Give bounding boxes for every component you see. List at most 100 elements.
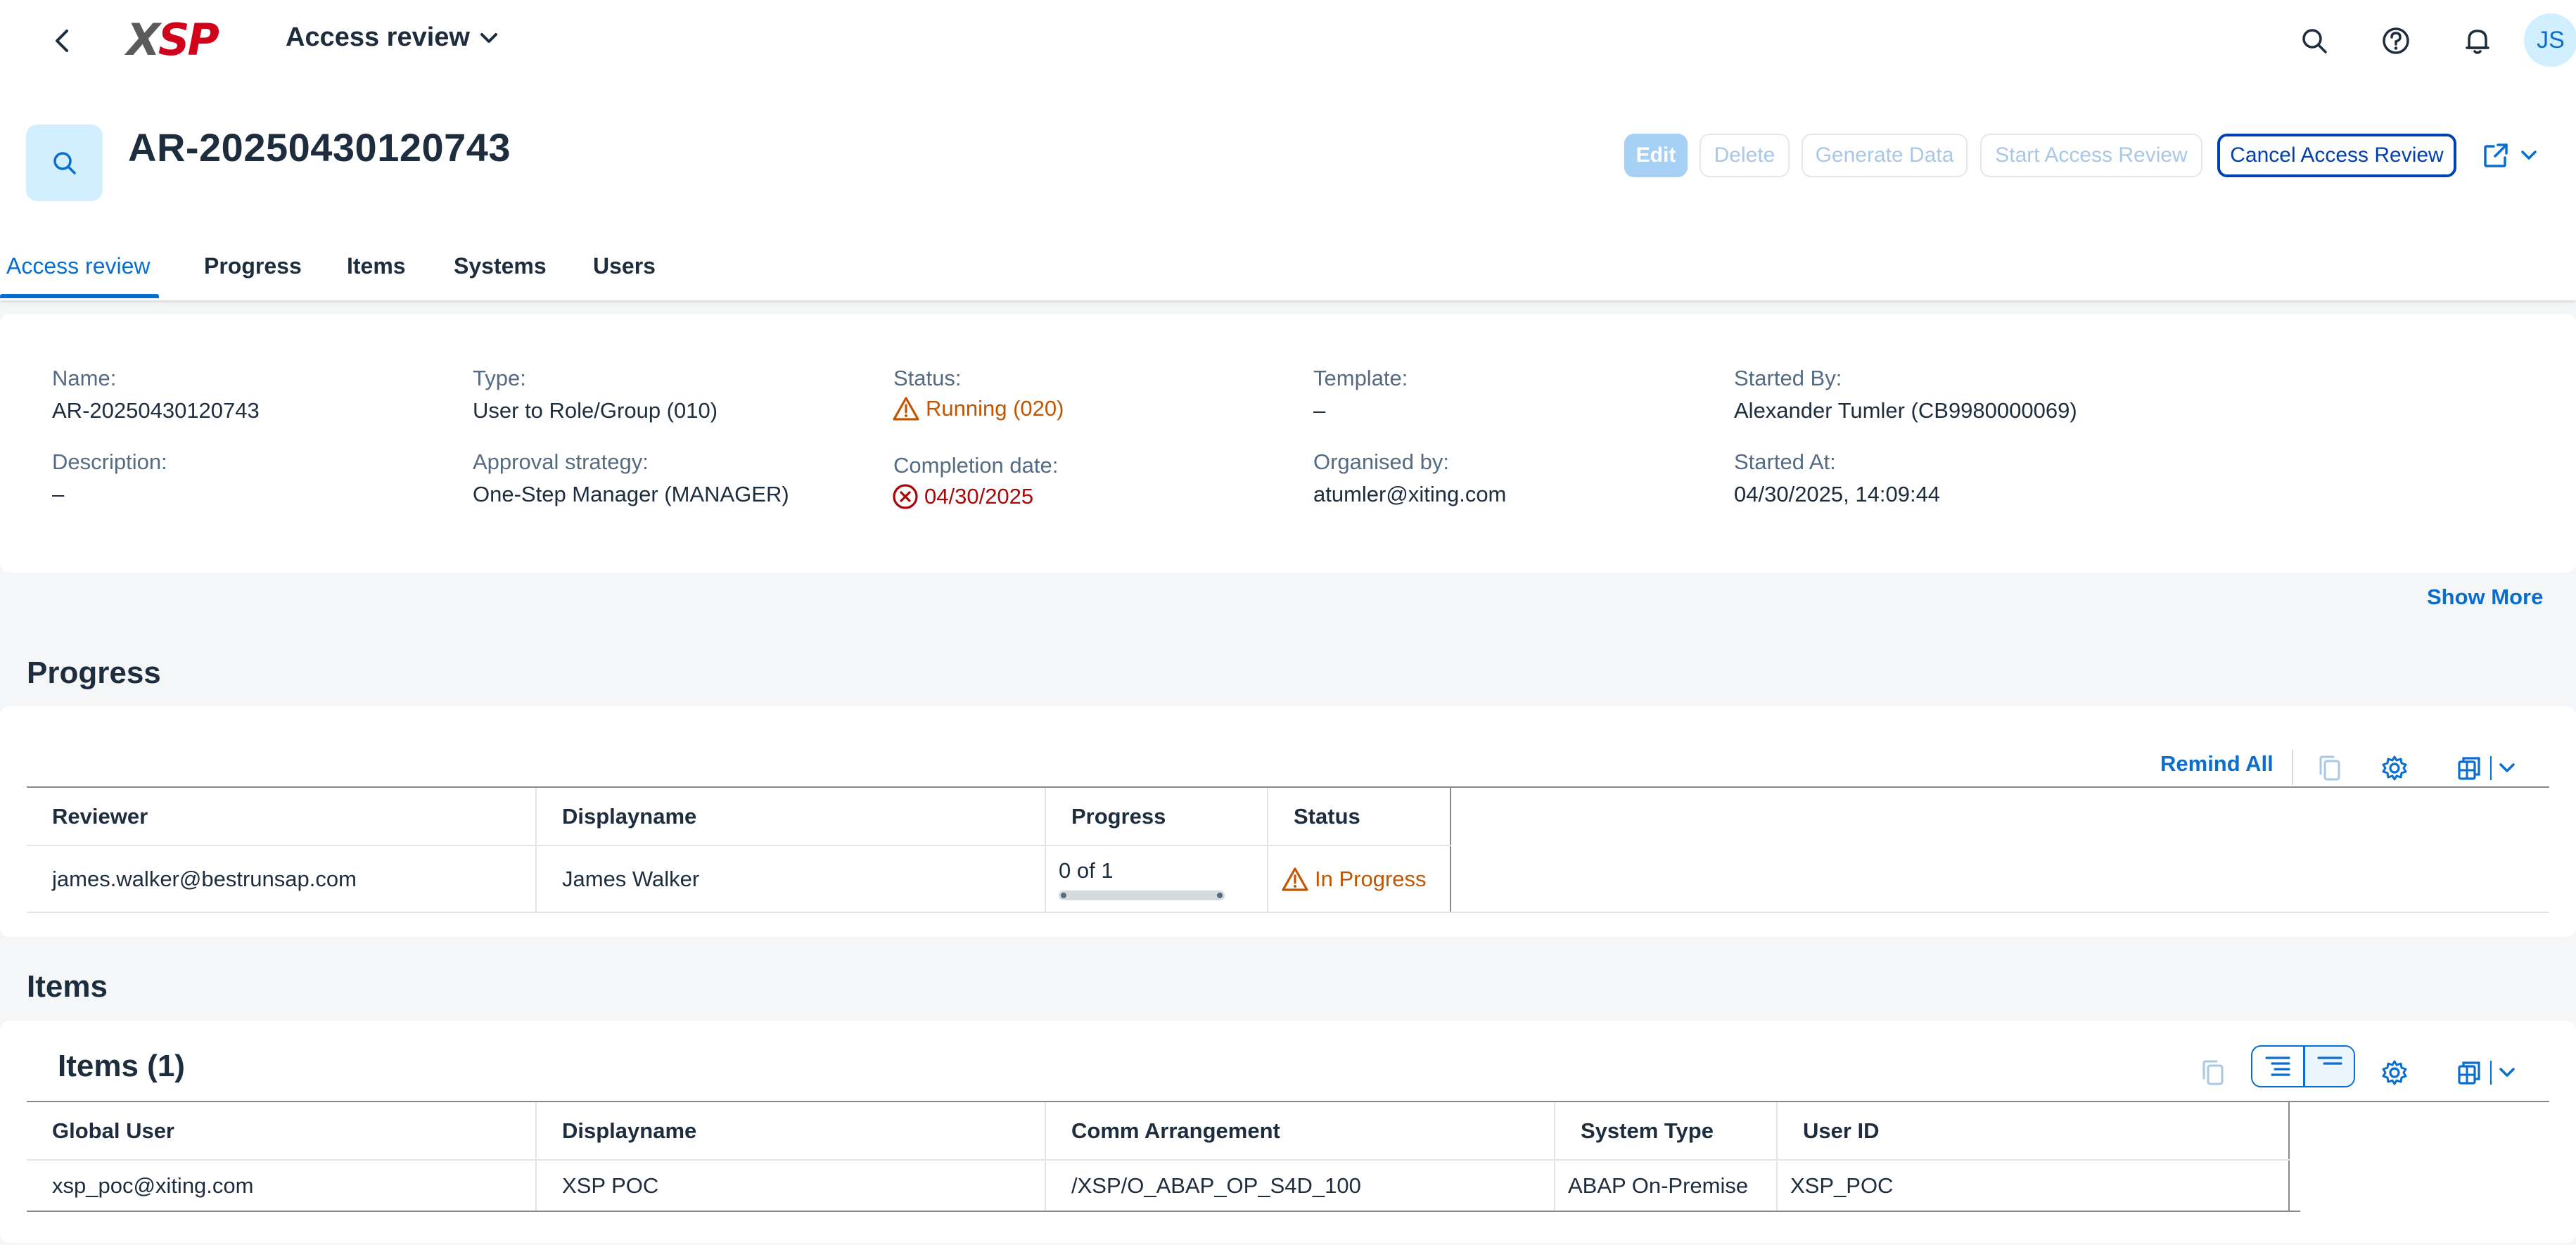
- chevron-down-icon: [480, 32, 497, 43]
- gear-icon: [2382, 1060, 2407, 1085]
- displayname-cell: XSP POC: [536, 1160, 1046, 1211]
- export-menu-button[interactable]: [2441, 1053, 2531, 1092]
- started-by-label: Started By:: [1734, 366, 1842, 390]
- collapse-all-icon: [2316, 1056, 2342, 1065]
- share-icon: [2484, 143, 2508, 167]
- column-header-system-type[interactable]: System Type: [1555, 1102, 1778, 1161]
- column-header-displayname[interactable]: Displayname: [536, 788, 1046, 846]
- shell-bar: XSP Access review JS: [0, 0, 2576, 81]
- warning-icon: [893, 397, 919, 421]
- completion-date-value: 04/30/2025: [892, 483, 1033, 510]
- collapse-all-button[interactable]: [2303, 1047, 2354, 1086]
- progress-text: 0 of 1: [1059, 857, 1114, 883]
- progress-card: Remind All Reviewer Displayname Progress…: [0, 706, 2576, 937]
- tab-items[interactable]: Items: [347, 253, 406, 279]
- completion-date-label: Completion date:: [893, 453, 1059, 478]
- export-menu-button[interactable]: [2441, 748, 2531, 788]
- share-menu-button[interactable]: [2475, 135, 2545, 176]
- tab-systems[interactable]: Systems: [454, 253, 547, 279]
- export-icon: [2458, 1061, 2480, 1085]
- approval-strategy-value: One-Step Manager (MANAGER): [473, 482, 789, 506]
- column-header-global-user[interactable]: Global User: [27, 1102, 537, 1161]
- tab-users[interactable]: Users: [593, 253, 656, 279]
- help-icon: [2383, 27, 2409, 54]
- search-icon: [53, 151, 76, 174]
- user-id-cell: XSP_POC: [1777, 1160, 2290, 1211]
- chevron-down-icon: [2499, 763, 2515, 772]
- organised-by-value: atumler@xiting.com: [1313, 482, 1507, 506]
- status-text: Running (020): [926, 396, 1064, 421]
- gear-icon: [2382, 755, 2407, 781]
- general-info-panel: Name: AR-20250430120743 Description: – T…: [0, 314, 2576, 573]
- status-indicator: In Progress: [1281, 867, 1450, 892]
- name-label: Name:: [52, 366, 117, 390]
- tab-access-review[interactable]: Access review: [6, 253, 151, 279]
- start-access-review-button[interactable]: Start Access Review: [1980, 134, 2202, 177]
- displayname-cell: James Walker: [536, 845, 1046, 912]
- notifications-button[interactable]: [2459, 23, 2496, 59]
- copy-icon: [2319, 755, 2340, 781]
- items-section-title: Items: [27, 969, 108, 1004]
- settings-button[interactable]: [2378, 1053, 2411, 1092]
- system-type-cell: ABAP On-Premise: [1555, 1160, 1778, 1211]
- chevron-down-icon: [2499, 1068, 2515, 1077]
- export-icon: [2458, 757, 2480, 780]
- column-header-displayname[interactable]: Displayname: [536, 1102, 1046, 1161]
- name-value: AR-20250430120743: [52, 398, 260, 423]
- started-by-value: Alexander Tumler (CB9980000069): [1734, 398, 2077, 423]
- template-value: –: [1313, 398, 1326, 423]
- chevron-down-icon: [2521, 151, 2537, 160]
- status-value: Running (020): [892, 396, 1064, 421]
- table-top-border: [27, 786, 2549, 788]
- user-avatar[interactable]: JS: [2524, 13, 2576, 67]
- tab-progress[interactable]: Progress: [204, 253, 302, 279]
- search-button[interactable]: [2296, 23, 2333, 59]
- type-value: User to Role/Group (010): [473, 398, 718, 423]
- column-header-reviewer[interactable]: Reviewer: [27, 788, 537, 846]
- column-header-user-id[interactable]: User ID: [1777, 1102, 2290, 1161]
- remind-all-button[interactable]: Remind All: [2160, 751, 2274, 776]
- back-button[interactable]: [46, 23, 77, 59]
- approval-strategy-label: Approval strategy:: [473, 449, 649, 474]
- progress-bar: [1059, 890, 1225, 900]
- bell-icon: [2466, 30, 2489, 54]
- status-cell: In Progress: [1268, 845, 1451, 912]
- copy-button[interactable]: [2198, 1053, 2229, 1092]
- app-title-menu[interactable]: Access review: [286, 23, 498, 53]
- warning-icon: [1282, 867, 1308, 891]
- status-label: Status:: [893, 366, 962, 390]
- table-row[interactable]: james.walker@bestrunsap.com James Walker…: [27, 845, 1451, 912]
- edit-button[interactable]: Edit: [1624, 134, 1688, 177]
- settings-button[interactable]: [2378, 748, 2411, 788]
- delete-button[interactable]: Delete: [1700, 134, 1790, 177]
- error-icon: [893, 484, 918, 509]
- help-button[interactable]: [2378, 23, 2414, 59]
- global-user-cell: xsp_poc@xiting.com: [27, 1160, 537, 1211]
- expand-collapse-toggle[interactable]: [2251, 1045, 2355, 1087]
- expand-all-button[interactable]: [2252, 1047, 2303, 1086]
- organised-by-label: Organised by:: [1313, 449, 1449, 474]
- copy-icon: [2202, 1060, 2224, 1085]
- description-value: –: [52, 482, 65, 506]
- column-header-progress[interactable]: Progress: [1045, 788, 1268, 846]
- copy-button[interactable]: [2314, 748, 2345, 788]
- xsp-logo[interactable]: XSP: [127, 14, 219, 65]
- table-row[interactable]: xsp_poc@xiting.com XSP POC /XSP/O_ABAP_O…: [27, 1160, 2290, 1211]
- expand-all-icon: [2265, 1056, 2290, 1076]
- object-page-header: AR-20250430120743 Edit Delete Generate D…: [0, 81, 2576, 300]
- status-text: In Progress: [1315, 866, 1427, 891]
- column-header-comm-arrangement[interactable]: Comm Arrangement: [1045, 1102, 1555, 1161]
- table-header-row: Global User Displayname Comm Arrangement…: [27, 1102, 2290, 1161]
- show-more-link[interactable]: Show More: [2427, 585, 2544, 609]
- table-bottom-border: [27, 912, 2549, 913]
- completion-date-text: 04/30/2025: [924, 484, 1034, 509]
- comm-arrangement-cell: /XSP/O_ABAP_OP_S4D_100: [1045, 1160, 1555, 1211]
- column-header-status[interactable]: Status: [1268, 788, 1451, 846]
- toolbar-separator: [2292, 750, 2293, 785]
- table-top-border: [27, 1101, 2549, 1102]
- cancel-access-review-button[interactable]: Cancel Access Review: [2217, 134, 2456, 177]
- items-table: Global User Displayname Comm Arrangement…: [27, 1102, 2290, 1211]
- generate-data-button[interactable]: Generate Data: [1802, 134, 1968, 177]
- table-bottom-border: [27, 1211, 2300, 1212]
- progress-cell: 0 of 1: [1045, 845, 1268, 912]
